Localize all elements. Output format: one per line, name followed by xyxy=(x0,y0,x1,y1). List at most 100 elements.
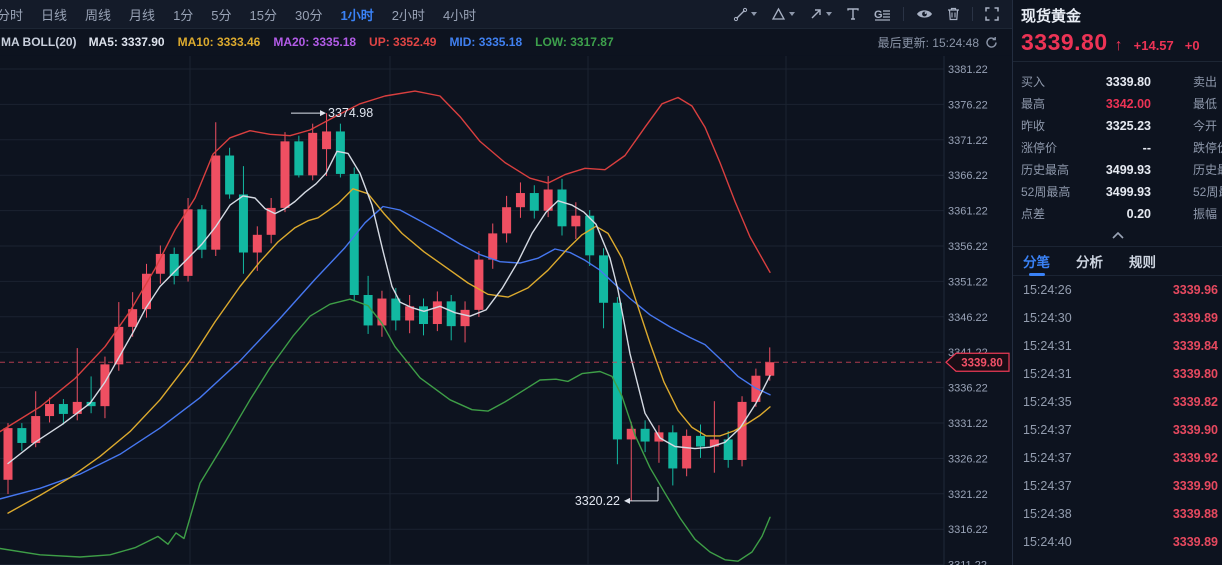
eye-button[interactable] xyxy=(916,8,933,20)
tick-time: 15:24:37 xyxy=(1023,451,1072,465)
svg-text:3381.22: 3381.22 xyxy=(948,64,988,76)
pattern-tool-button[interactable]: G xyxy=(874,7,891,21)
legend-item-MA10: MA10: 3333.46 xyxy=(177,35,261,49)
legend-item-UP: UP: 3352.49 xyxy=(369,35,437,49)
tick-time: 15:24:31 xyxy=(1023,367,1072,381)
tick-row[interactable]: 15:24:41 3339.77 xyxy=(1013,556,1222,565)
stat-value: 3499.93 xyxy=(1105,185,1151,199)
stat-label-col2: 振幅 xyxy=(1193,207,1218,221)
timeframe-2小时[interactable]: 2小时 xyxy=(391,7,425,23)
timeframe-30分[interactable]: 30分 xyxy=(295,7,323,23)
timeframe-日线[interactable]: 日线 xyxy=(41,7,68,23)
draw-tools: G xyxy=(726,7,1006,22)
candlestick-chart[interactable]: 3381.22 3376.22 3371.22 3366.22 3361.22 3356.… xyxy=(0,56,1012,565)
svg-text:3311.22: 3311.22 xyxy=(948,560,987,565)
collapse-stats-button[interactable] xyxy=(1013,227,1222,243)
tick-price: 3339.88 xyxy=(1172,507,1218,521)
tab-分析[interactable]: 分析 xyxy=(1076,255,1103,270)
tick-row[interactable]: 15:24:35 3339.82 xyxy=(1013,388,1222,416)
stat-label: 52周最高 xyxy=(1021,185,1071,199)
trendline-tool-button[interactable] xyxy=(733,7,757,22)
svg-text:3351.22: 3351.22 xyxy=(948,276,988,288)
stat-label: 昨收 xyxy=(1021,119,1046,133)
svg-text:3331.22: 3331.22 xyxy=(948,418,988,430)
svg-text:3316.22: 3316.22 xyxy=(948,524,988,536)
tick-row[interactable]: 15:24:37 3339.90 xyxy=(1013,472,1222,500)
tick-price: 3339.84 xyxy=(1172,339,1218,353)
indicator-legend: MA BOLL(20) MA5: 3337.90 MA10: 3333.46 MA2… xyxy=(0,29,1012,56)
trash-button[interactable] xyxy=(947,7,960,21)
stat-row: 昨收 3325.23 今开 xyxy=(1013,115,1222,137)
quote-stats: 买入 3339.80 卖出 最高 3342.00 最低 昨收 3325.23 今开 涨停价 -- 跌停… xyxy=(1013,71,1222,225)
tick-price: 3339.90 xyxy=(1172,479,1218,493)
tick-row[interactable]: 15:24:31 3339.80 xyxy=(1013,360,1222,388)
stat-value: 3499.93 xyxy=(1105,163,1151,177)
legend-item-MA5: MA5: 3337.90 xyxy=(88,35,165,49)
last-update: 最后更新: 15:24:48 xyxy=(878,34,998,51)
svg-text:3371.22: 3371.22 xyxy=(948,135,988,147)
stat-label: 历史最高 xyxy=(1021,163,1070,177)
arrow-tool-button[interactable] xyxy=(809,7,832,21)
tick-row[interactable]: 15:24:40 3339.89 xyxy=(1013,528,1222,556)
tab-分笔[interactable]: 分笔 xyxy=(1023,247,1050,275)
price-change-percent: +0 xyxy=(1184,38,1200,53)
stat-row: 点差 0.20 振幅 xyxy=(1013,203,1222,225)
svg-text:3361.22: 3361.22 xyxy=(948,206,988,218)
tick-row[interactable]: 15:24:37 3339.90 xyxy=(1013,416,1222,444)
svg-text:3339.80: 3339.80 xyxy=(961,357,1003,369)
tick-price: 3339.82 xyxy=(1172,395,1218,409)
refresh-icon[interactable] xyxy=(985,36,998,49)
timeframe-月线[interactable]: 月线 xyxy=(129,7,156,23)
stat-value: 0.20 xyxy=(1126,207,1151,221)
tick-time: 15:24:40 xyxy=(1023,535,1072,549)
chevron-down-icon xyxy=(789,12,795,16)
stat-value: -- xyxy=(1142,141,1151,155)
stat-label: 买入 xyxy=(1021,75,1046,89)
chevron-down-icon xyxy=(826,12,832,16)
timeframe-周线[interactable]: 周线 xyxy=(85,7,112,23)
tick-time: 15:24:26 xyxy=(1023,283,1072,297)
timeframe-5分[interactable]: 5分 xyxy=(211,7,232,23)
tick-time: 15:24:37 xyxy=(1023,479,1072,493)
shape-tool-button[interactable] xyxy=(771,7,795,21)
last-price: 3339.80 xyxy=(1021,29,1108,55)
timeframe-toolbar: 分时 日线 周线 月线 1分 5分 15分 30分 1小时 2小时 4小时 G xyxy=(0,0,1012,29)
toolbar-divider xyxy=(903,7,904,21)
last-update-text: 最后更新: 15:24:48 xyxy=(877,35,979,50)
stat-row: 涨停价 -- 跌停价 xyxy=(1013,137,1222,159)
legend-item-MA20: MA20: 3335.18 xyxy=(273,35,357,49)
timeframe-15分[interactable]: 15分 xyxy=(249,7,277,23)
svg-text:3326.22: 3326.22 xyxy=(948,453,988,465)
stat-row: 52周最高 3499.93 52周最低 xyxy=(1013,181,1222,203)
up-arrow-icon: ↑ xyxy=(1114,37,1123,54)
tick-price: 3339.92 xyxy=(1172,451,1218,465)
svg-text:3346.22: 3346.22 xyxy=(948,312,988,324)
tick-row[interactable]: 15:24:38 3339.88 xyxy=(1013,500,1222,528)
timeframe-1分[interactable]: 1分 xyxy=(173,7,194,23)
stat-label: 点差 xyxy=(1021,207,1046,221)
tick-list: 15:24:26 3339.96 15:24:30 3339.89 15:24:31 33… xyxy=(1013,276,1222,565)
tick-time: 15:24:30 xyxy=(1023,311,1072,325)
fullscreen-button[interactable] xyxy=(985,7,999,21)
tab-规则[interactable]: 规则 xyxy=(1129,255,1156,270)
quote-panel: 现货黄金 3339.80 ↑ +14.57 +0 买入 3339.80 卖出 最高 33… xyxy=(1012,0,1222,565)
text-tool-button[interactable] xyxy=(846,7,860,21)
timeframe-1小时[interactable]: 1小时 xyxy=(340,7,374,23)
svg-text:3376.22: 3376.22 xyxy=(948,99,988,111)
symbol-title: 现货黄金 xyxy=(1021,8,1082,25)
tick-price: 3339.80 xyxy=(1172,367,1218,381)
svg-text:3374.98: 3374.98 xyxy=(328,106,373,120)
tick-row[interactable]: 15:24:31 3339.84 xyxy=(1013,332,1222,360)
svg-text:3320.22: 3320.22 xyxy=(575,494,620,508)
legend-items: MA5: 3337.90 MA10: 3333.46 MA20: 3335.18 UP… xyxy=(89,35,627,49)
stat-value: 3342.00 xyxy=(1105,97,1151,111)
timeframe-4小时[interactable]: 4小时 xyxy=(442,7,477,23)
stat-value: 3339.80 xyxy=(1105,75,1151,89)
timeframe-分时[interactable]: 分时 xyxy=(0,7,24,23)
tick-row[interactable]: 15:24:26 3339.96 xyxy=(1013,276,1222,304)
tick-row[interactable]: 15:24:30 3339.89 xyxy=(1013,304,1222,332)
tick-row[interactable]: 15:24:37 3339.92 xyxy=(1013,444,1222,472)
svg-text:3321.22: 3321.22 xyxy=(948,489,988,501)
svg-text:3356.22: 3356.22 xyxy=(948,241,988,253)
